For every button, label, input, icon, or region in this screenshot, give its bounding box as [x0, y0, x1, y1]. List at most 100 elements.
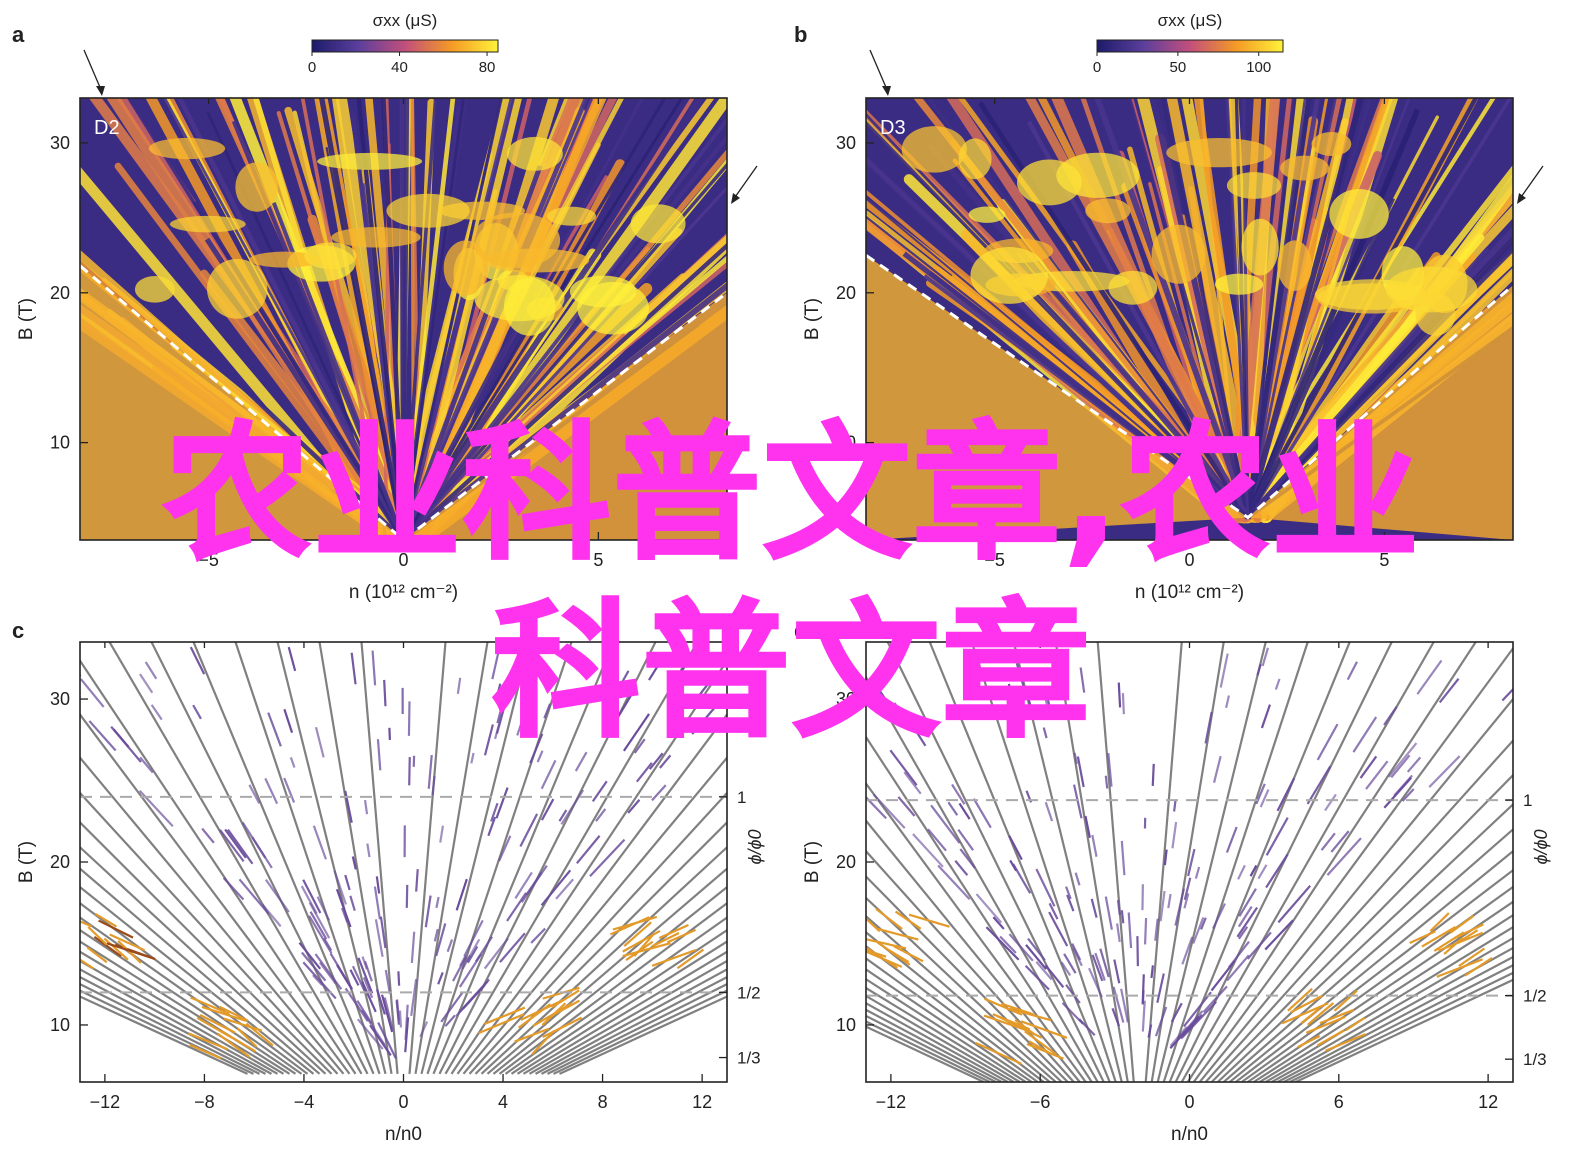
orange-segment	[676, 948, 705, 970]
plot-area	[80, 642, 727, 1082]
fan-line	[540, 975, 727, 1075]
fan-segment	[463, 919, 484, 957]
fan-line	[486, 867, 727, 1075]
orange-segment	[1014, 1018, 1035, 1035]
fan-segment	[357, 957, 374, 994]
panel-d: d 1 1/2 1/3 ϕ/ϕ0 −12 −6 0 6 12 10 20 30 n/n0 B (T)	[794, 618, 1551, 1145]
fan-segment	[1438, 678, 1460, 704]
fan-segment	[1141, 990, 1145, 1004]
heatmap-blob	[331, 227, 421, 248]
fan-segment	[903, 771, 922, 795]
fan-segment	[80, 673, 82, 677]
fan-segment	[316, 896, 331, 921]
fan-line	[970, 642, 1117, 1082]
panel-letter: c	[12, 618, 24, 643]
fan-segment	[248, 784, 261, 804]
y2-tick-label: 1/3	[737, 1049, 761, 1068]
orange-segment	[93, 936, 122, 958]
orange-segment	[1307, 1002, 1335, 1026]
fan-segment	[404, 1004, 409, 1040]
fan-line	[528, 959, 727, 1075]
fan-line	[866, 1002, 1009, 1082]
colorbar-label: σxx (μS)	[1158, 11, 1223, 30]
orange-segment	[1429, 912, 1450, 932]
orange-segment	[1421, 925, 1457, 948]
fan-segment	[937, 864, 971, 900]
fan-segment	[427, 754, 433, 789]
fan-segment	[192, 704, 202, 720]
fan-line	[1283, 964, 1513, 1082]
fan-segment	[312, 825, 327, 860]
fan-segment	[975, 893, 1003, 924]
fan-segment	[483, 937, 509, 970]
y-axis-label: B (T)	[802, 298, 823, 340]
fan-segment	[1383, 706, 1398, 726]
fan-segment	[627, 799, 641, 814]
fan-segment	[1076, 756, 1085, 788]
fan-segment	[374, 919, 384, 957]
fan-segment	[384, 969, 391, 994]
fan-segment	[1104, 896, 1113, 930]
fan-segment	[407, 701, 411, 736]
fan-segment	[1388, 742, 1418, 778]
orange-segment	[117, 940, 142, 964]
fan-segment	[595, 808, 607, 822]
fan-segment	[695, 678, 713, 700]
heatmap-blob	[134, 276, 175, 303]
fan-segment	[201, 827, 215, 844]
fan-segment	[540, 759, 557, 790]
fan-segment	[897, 796, 916, 817]
fan-line	[1295, 978, 1513, 1082]
fan-segment	[398, 1010, 403, 1028]
fan-line	[474, 820, 727, 1075]
fan-segment	[227, 828, 254, 865]
colorbar-tick-label: 0	[1093, 59, 1101, 76]
fan-segment	[410, 931, 416, 963]
heatmap-blob	[1241, 218, 1279, 276]
fan-line	[80, 959, 279, 1075]
fan-segment	[1276, 777, 1296, 812]
fan-segment	[1065, 984, 1081, 1004]
fan-segment	[1192, 917, 1205, 944]
fan-line	[432, 642, 615, 1075]
heatmap-dark-streak	[401, 98, 589, 540]
orange-segment	[236, 1027, 258, 1048]
fan-segment	[431, 775, 436, 796]
arrow-top-left	[869, 49, 889, 93]
fan-segment	[1306, 765, 1332, 805]
fan-segment	[351, 856, 357, 870]
fan-segment	[1401, 788, 1415, 802]
sample-label: D2	[94, 117, 120, 139]
fan-segment	[397, 971, 401, 986]
dashed-boundary	[80, 264, 727, 540]
heatmap-dark-streak	[401, 98, 410, 540]
x-tick-label: 5	[593, 550, 603, 570]
fan-segment	[80, 678, 105, 708]
orange-segment	[622, 929, 661, 953]
heatmap-blob	[1151, 224, 1206, 284]
orange-segment	[1316, 1029, 1345, 1047]
y2-tick-label: 1/2	[1523, 987, 1547, 1006]
fan-line	[450, 658, 727, 1075]
sample-label: D3	[880, 117, 906, 139]
fan-segment	[219, 829, 245, 863]
heatmap-streak	[402, 98, 607, 540]
fan-line	[866, 781, 1087, 1082]
fan-segment	[616, 689, 636, 719]
fan-segment	[459, 954, 467, 967]
fan-segment	[1352, 716, 1378, 753]
fan-segment	[264, 777, 279, 805]
fan-segment	[308, 902, 331, 939]
x-tick-label: 8	[598, 1092, 608, 1112]
fan-segment	[483, 724, 494, 756]
fan-segment	[1107, 753, 1113, 787]
fan-segment	[558, 809, 568, 822]
fan-segment	[529, 733, 544, 764]
heatmap-dark-streak	[402, 98, 465, 540]
fan-segment	[872, 793, 906, 829]
fan-segment	[516, 704, 529, 736]
x-tick-label: 12	[692, 1092, 712, 1112]
heatmap-blob	[1056, 152, 1140, 198]
fan-segment	[1035, 961, 1053, 981]
fan-segment	[1112, 986, 1125, 1023]
